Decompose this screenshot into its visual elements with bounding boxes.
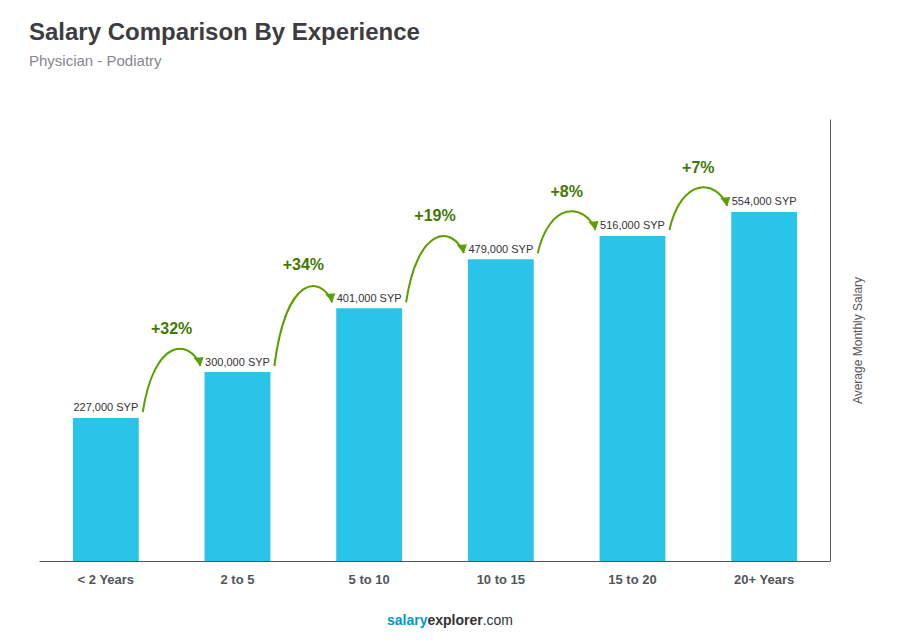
- svg-text:20+ Years: 20+ Years: [734, 572, 794, 587]
- svg-text:516,000 SYP: 516,000 SYP: [600, 219, 665, 231]
- svg-text:Physician - Podiatry: Physician - Podiatry: [29, 52, 162, 69]
- svg-text:+19%: +19%: [414, 207, 455, 224]
- svg-text:10 to 15: 10 to 15: [477, 572, 525, 587]
- svg-text:Salary Comparison By Experienc: Salary Comparison By Experience: [29, 18, 420, 45]
- svg-text:< 2 Years: < 2 Years: [78, 572, 135, 587]
- svg-text:401,000 SYP: 401,000 SYP: [337, 292, 402, 304]
- svg-text:479,000 SYP: 479,000 SYP: [468, 243, 533, 255]
- svg-text:227,000 SYP: 227,000 SYP: [73, 401, 138, 413]
- svg-text:+8%: +8%: [550, 183, 582, 200]
- svg-text:15 to 20: 15 to 20: [608, 572, 656, 587]
- svg-text:5 to 10: 5 to 10: [349, 572, 390, 587]
- svg-text:300,000 SYP: 300,000 SYP: [205, 356, 270, 368]
- svg-text:Average Monthly Salary: Average Monthly Salary: [851, 277, 865, 404]
- svg-text:+34%: +34%: [283, 256, 324, 273]
- svg-text:554,000 SYP: 554,000 SYP: [732, 195, 797, 207]
- svg-text:salary: salary: [387, 612, 428, 628]
- svg-text:explorer: explorer: [427, 612, 483, 628]
- svg-text:+7%: +7%: [682, 159, 714, 176]
- svg-text:+32%: +32%: [151, 320, 192, 337]
- svg-text:.com: .com: [483, 612, 513, 628]
- svg-text:2 to 5: 2 to 5: [221, 572, 255, 587]
